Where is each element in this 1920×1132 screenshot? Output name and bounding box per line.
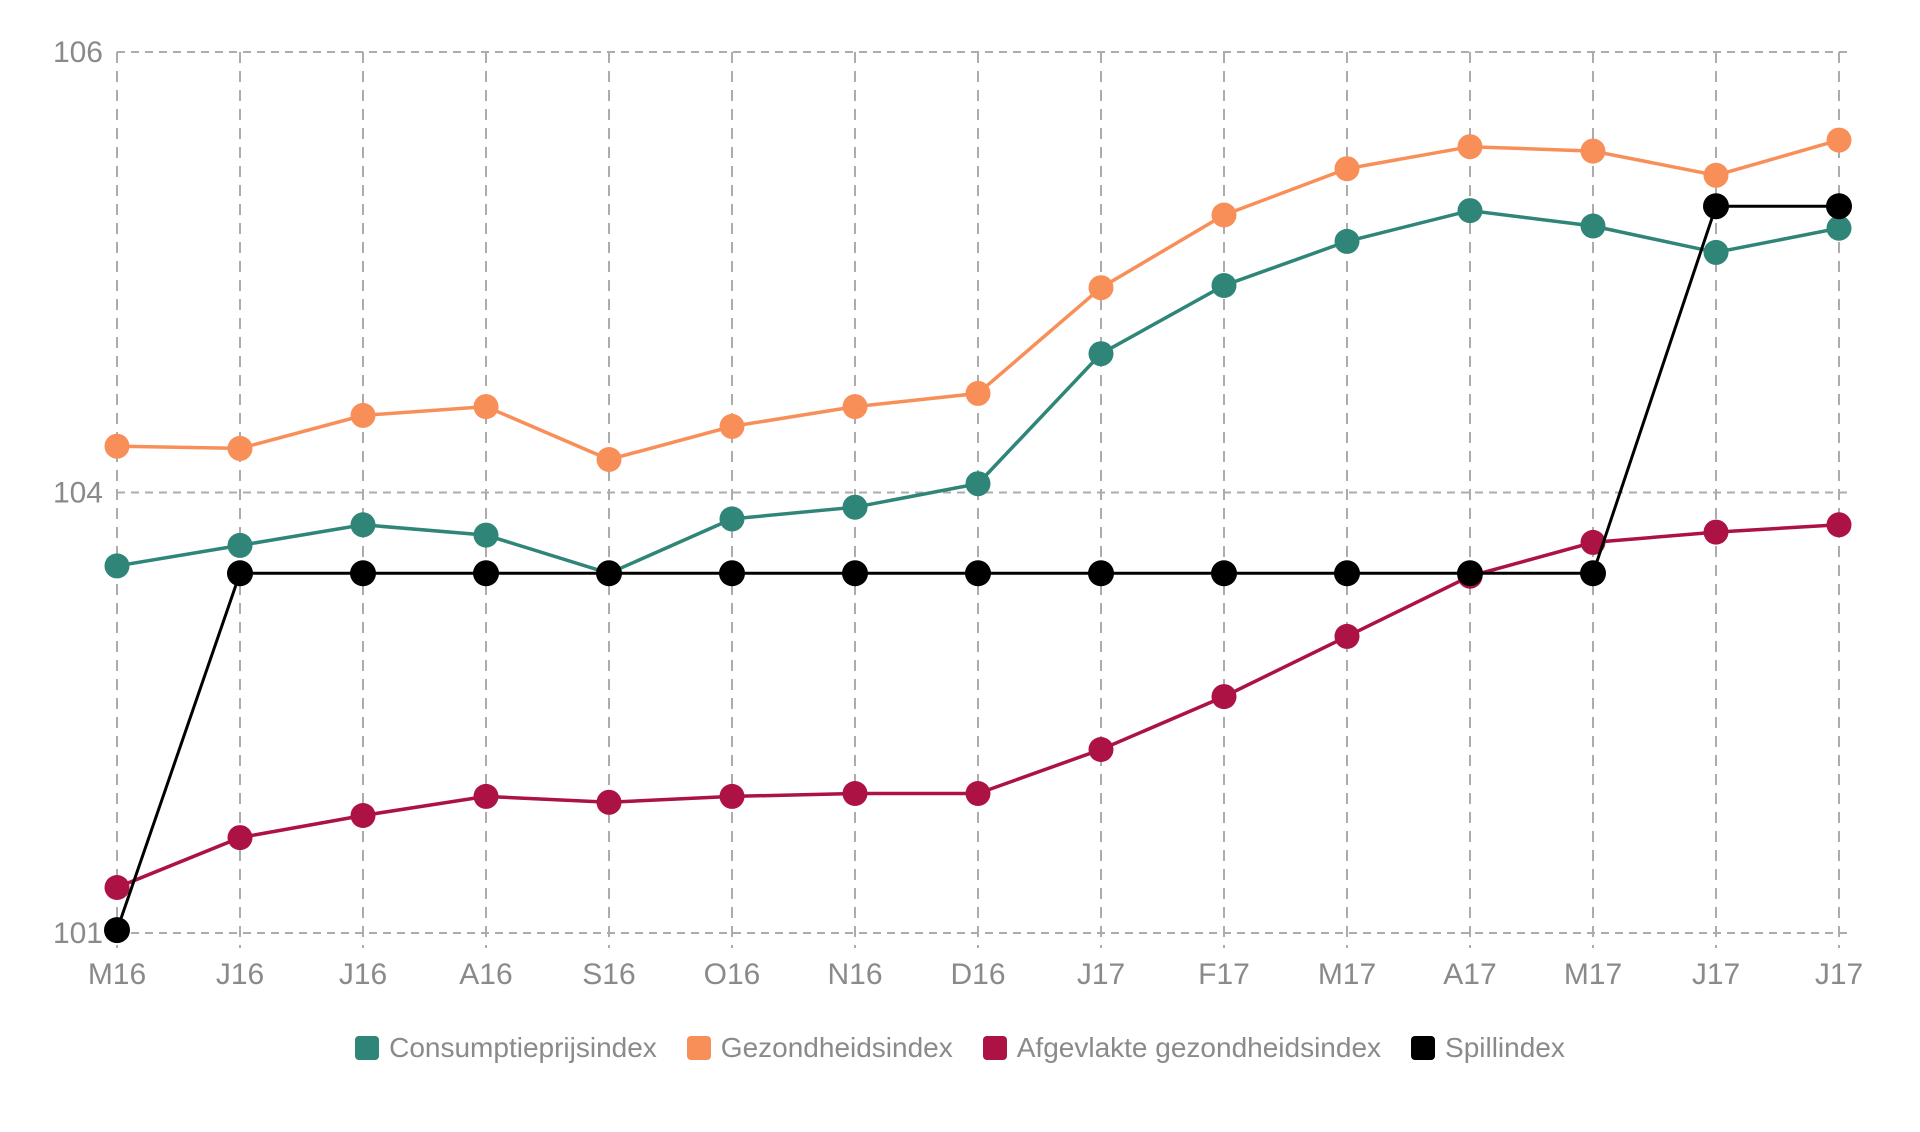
data-point[interactable] (719, 560, 745, 587)
data-point[interactable] (1457, 134, 1483, 160)
data-point[interactable] (473, 522, 499, 548)
data-point[interactable] (1088, 737, 1114, 762)
data-point[interactable] (1457, 560, 1483, 587)
legend-label: Consumptieprijsindex (389, 1032, 657, 1063)
data-point[interactable] (842, 394, 868, 420)
data-point[interactable] (596, 560, 622, 587)
data-point[interactable] (1334, 623, 1360, 649)
x-axis-tick-label: S16 (582, 958, 635, 991)
x-axis-tick-label: O16 (704, 958, 761, 991)
data-point[interactable] (1703, 162, 1729, 188)
data-point[interactable] (1703, 519, 1729, 545)
data-point[interactable] (1826, 193, 1852, 220)
x-axis-tick-label: J16 (339, 958, 387, 991)
data-point[interactable] (227, 560, 253, 587)
data-point[interactable] (1703, 239, 1729, 265)
data-point[interactable] (1580, 560, 1606, 587)
y-axis-tick-label: 106 (53, 36, 103, 69)
legend-label: Afgevlakte gezondheidsindex (1016, 1032, 1382, 1063)
data-point[interactable] (1211, 560, 1237, 587)
data-point[interactable] (842, 781, 868, 806)
data-point[interactable] (1457, 198, 1483, 224)
data-point[interactable] (1580, 213, 1606, 239)
data-point[interactable] (473, 394, 499, 420)
data-point[interactable] (350, 803, 376, 828)
legend-swatch-icon (982, 1036, 1007, 1060)
data-point[interactable] (1826, 127, 1852, 153)
data-point[interactable] (1211, 202, 1237, 228)
chart-legend: Consumptieprijsindex Gezondheidsindex Afge… (0, 1032, 1920, 1064)
legend-item[interactable]: Afgevlakte gezondheidsindex (982, 1032, 1382, 1064)
data-point[interactable] (473, 783, 499, 809)
data-point[interactable] (965, 560, 991, 587)
x-axis-tick-label: J16 (216, 958, 264, 991)
x-axis-tick-label: M17 (1564, 958, 1622, 991)
data-point[interactable] (1088, 560, 1114, 587)
legend-item[interactable]: Consumptieprijsindex (355, 1032, 657, 1064)
data-point[interactable] (104, 875, 130, 900)
data-point[interactable] (842, 560, 868, 587)
legend-swatch-icon (686, 1036, 711, 1060)
data-point[interactable] (227, 435, 253, 461)
data-point[interactable] (227, 532, 253, 558)
data-point[interactable] (473, 560, 499, 587)
data-point[interactable] (596, 447, 622, 472)
data-point[interactable] (1211, 273, 1237, 298)
data-point[interactable] (1580, 529, 1606, 555)
legend-item[interactable]: Spillindex (1411, 1032, 1565, 1064)
data-point[interactable] (719, 506, 745, 532)
data-point[interactable] (719, 413, 745, 439)
x-axis-tick-label: J17 (1077, 958, 1125, 991)
x-axis-tick-label: A16 (459, 958, 512, 991)
legend-item[interactable]: Gezondheidsindex (686, 1032, 953, 1064)
data-point[interactable] (227, 825, 253, 851)
data-point[interactable] (350, 512, 376, 538)
x-axis-tick-label: D16 (950, 958, 1005, 991)
x-axis-tick-label: J17 (1692, 958, 1740, 991)
data-point[interactable] (104, 553, 130, 579)
legend-label: Spillindex (1445, 1032, 1565, 1063)
data-point[interactable] (596, 789, 622, 815)
data-point[interactable] (1334, 228, 1360, 254)
data-point[interactable] (719, 783, 745, 809)
data-point[interactable] (1703, 193, 1729, 220)
data-point[interactable] (350, 560, 376, 587)
x-axis-tick-label: M17 (1318, 958, 1376, 991)
data-point[interactable] (1580, 138, 1606, 164)
y-axis-tick-label: 101 (53, 917, 103, 950)
data-point[interactable] (965, 380, 991, 406)
x-axis-tick-label: A17 (1443, 958, 1496, 991)
x-axis-tick-label: F17 (1198, 958, 1250, 991)
data-point[interactable] (965, 471, 991, 497)
data-point[interactable] (1826, 215, 1852, 241)
legend-swatch-icon (355, 1036, 380, 1060)
data-point[interactable] (104, 917, 130, 944)
data-point[interactable] (965, 781, 991, 806)
x-axis-tick-label: J17 (1815, 958, 1863, 991)
data-point[interactable] (842, 494, 868, 520)
data-point[interactable] (1088, 275, 1114, 301)
data-point[interactable] (350, 402, 376, 428)
legend-swatch-icon (1411, 1036, 1436, 1060)
x-axis-tick-label: M16 (88, 958, 146, 991)
y-axis-tick-label: 104 (53, 477, 103, 510)
x-axis-tick-label: N16 (827, 958, 882, 991)
data-point[interactable] (104, 433, 130, 459)
data-point[interactable] (1334, 156, 1360, 182)
data-point[interactable] (1826, 512, 1852, 538)
data-point[interactable] (1334, 560, 1360, 587)
data-point[interactable] (1211, 684, 1237, 710)
legend-label: Gezondheidsindex (720, 1032, 953, 1063)
data-point[interactable] (1088, 341, 1114, 367)
